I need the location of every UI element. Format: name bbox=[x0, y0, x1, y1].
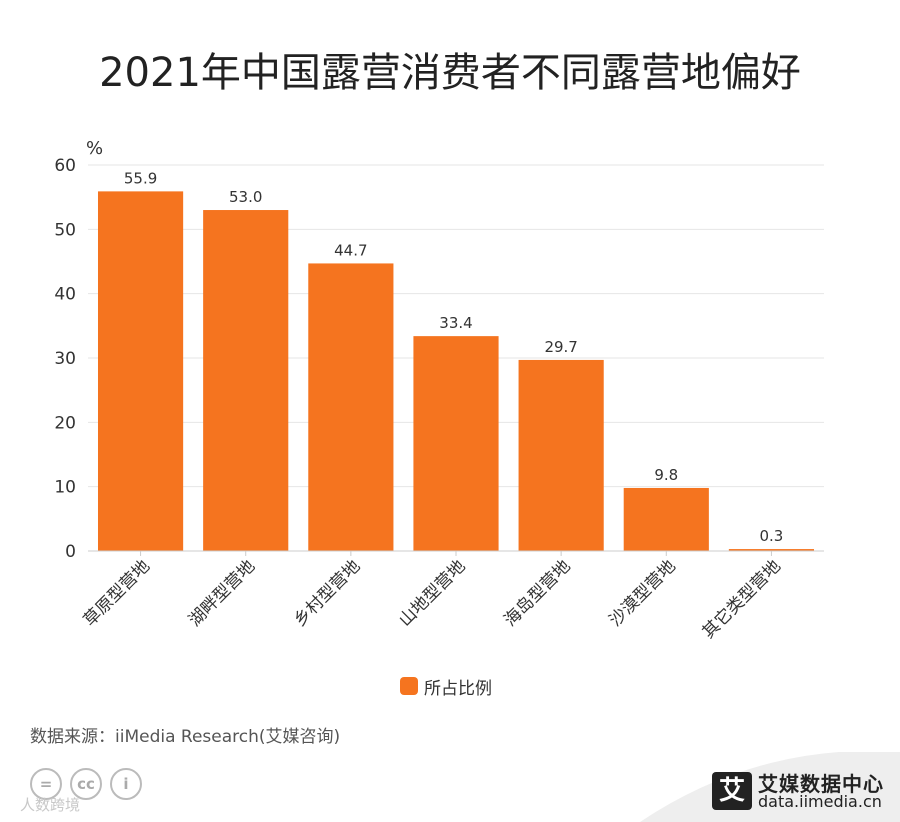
bar[interactable] bbox=[728, 549, 815, 551]
brand-name: 艾媒数据中心 bbox=[758, 772, 884, 796]
bar[interactable] bbox=[413, 336, 499, 551]
bar[interactable] bbox=[97, 191, 184, 552]
x-tick-label: 海岛型营地 bbox=[500, 556, 574, 630]
license-icons: = cc i 人数跨境 bbox=[10, 766, 200, 816]
data-label: 9.8 bbox=[654, 466, 678, 484]
y-tick-label: 20 bbox=[54, 413, 76, 433]
equals-icon: = bbox=[30, 768, 62, 800]
data-source-note: 数据来源：iiMedia Research(艾媒咨询) bbox=[30, 727, 341, 747]
bar[interactable] bbox=[203, 210, 289, 552]
bar[interactable] bbox=[308, 263, 394, 551]
y-tick-label: 50 bbox=[54, 220, 76, 240]
brand-logo: 艾 bbox=[712, 772, 752, 810]
brand-band bbox=[640, 752, 900, 822]
data-label: 0.3 bbox=[759, 527, 783, 545]
x-axis-ticks: 草原型营地 湖畔型营地 乡村型营地 山地型营地 海岛型营地 沙漠型营地 其它类型营地 bbox=[80, 551, 785, 643]
data-label: 44.7 bbox=[334, 241, 367, 259]
legend-label: 所占比例 bbox=[424, 678, 492, 699]
x-tick-label: 山地型营地 bbox=[395, 556, 469, 630]
person-icon: i bbox=[110, 768, 142, 800]
chart-title: 2021年中国露营消费者不同露营地偏好 bbox=[99, 50, 801, 96]
y-axis-unit-label: % bbox=[86, 138, 103, 159]
cc-icon: cc bbox=[70, 768, 102, 800]
x-tick-label: 乡村型营地 bbox=[290, 556, 364, 630]
y-tick-label: 40 bbox=[54, 285, 76, 305]
data-label: 33.4 bbox=[439, 314, 472, 332]
brand-url: data.iimedia.cn bbox=[758, 792, 882, 811]
data-labels: 55.9 53.0 44.7 33.4 29.7 9.8 0.3 bbox=[124, 169, 783, 545]
y-tick-label: 60 bbox=[54, 156, 76, 176]
y-tick-label: 10 bbox=[54, 478, 76, 498]
bar-chart: 0 10 20 30 40 50 60 % 55.9 53.0 44.7 33.4 29.7 9.8 0… bbox=[54, 138, 824, 643]
legend[interactable]: 所占比例 bbox=[400, 674, 492, 699]
data-label: 55.9 bbox=[124, 169, 157, 187]
legend-swatch bbox=[400, 677, 418, 695]
bar[interactable] bbox=[623, 487, 709, 551]
y-tick-label: 30 bbox=[54, 349, 76, 369]
bars bbox=[97, 191, 815, 552]
y-tick-label: 0 bbox=[65, 542, 76, 562]
x-tick-label: 沙漠型营地 bbox=[606, 556, 680, 630]
data-label: 53.0 bbox=[229, 188, 262, 206]
bar[interactable] bbox=[518, 359, 604, 551]
x-tick-label: 草原型营地 bbox=[80, 556, 154, 630]
data-label: 29.7 bbox=[544, 338, 577, 356]
x-tick-label: 湖畔型营地 bbox=[185, 556, 259, 630]
watermark: 人数跨境 bbox=[20, 796, 81, 814]
x-tick-label: 其它类型营地 bbox=[699, 556, 785, 642]
y-axis-ticks: 0 10 20 30 40 50 60 bbox=[54, 156, 76, 562]
